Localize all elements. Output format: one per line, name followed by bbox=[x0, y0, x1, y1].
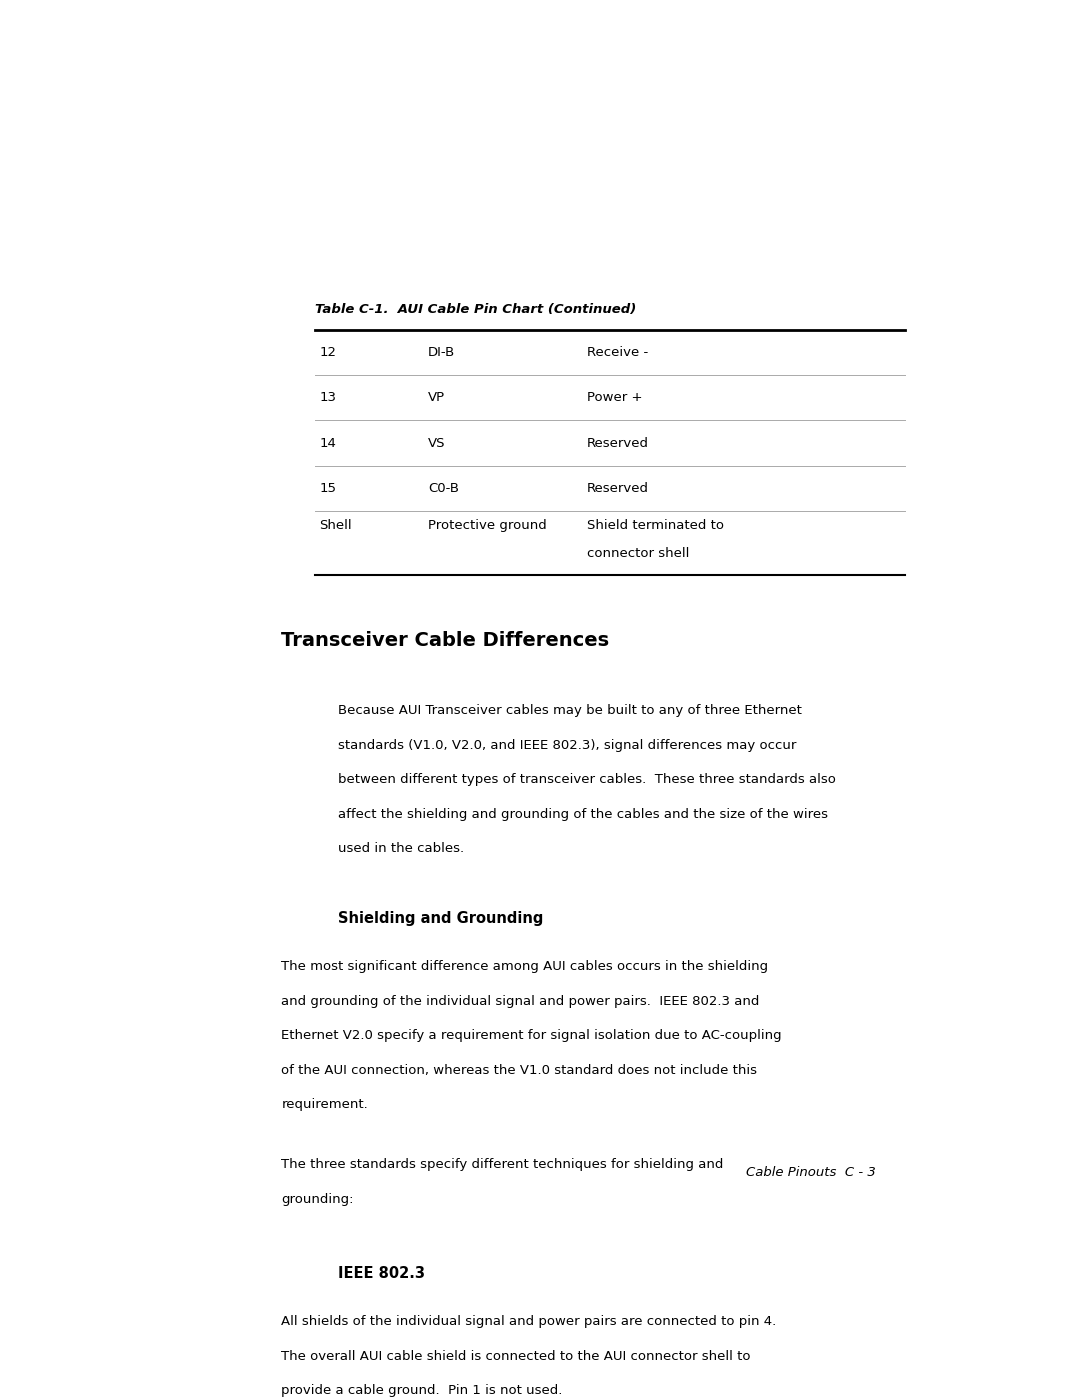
Text: used in the cables.: used in the cables. bbox=[338, 842, 464, 855]
Text: Power +: Power + bbox=[588, 391, 643, 404]
Text: Ethernet V2.0 specify a requirement for signal isolation due to AC-coupling: Ethernet V2.0 specify a requirement for … bbox=[282, 1030, 782, 1042]
Text: VP: VP bbox=[428, 391, 445, 404]
Text: Reserved: Reserved bbox=[588, 436, 649, 450]
Text: Transceiver Cable Differences: Transceiver Cable Differences bbox=[282, 631, 609, 650]
Text: IEEE 802.3: IEEE 802.3 bbox=[338, 1266, 426, 1281]
Text: Shielding and Grounding: Shielding and Grounding bbox=[338, 911, 543, 926]
Text: 15: 15 bbox=[320, 482, 336, 495]
Text: of the AUI connection, whereas the V1.0 standard does not include this: of the AUI connection, whereas the V1.0 … bbox=[282, 1063, 757, 1077]
Text: The overall AUI cable shield is connected to the AUI connector shell to: The overall AUI cable shield is connecte… bbox=[282, 1350, 751, 1363]
Text: 12: 12 bbox=[320, 346, 336, 359]
Text: Table C-1.  AUI Cable Pin Chart (Continued): Table C-1. AUI Cable Pin Chart (Continue… bbox=[315, 303, 636, 316]
Text: connector shell: connector shell bbox=[588, 548, 689, 560]
Text: and grounding of the individual signal and power pairs.  IEEE 802.3 and: and grounding of the individual signal a… bbox=[282, 995, 760, 1007]
Text: Shell: Shell bbox=[320, 520, 352, 532]
Text: affect the shielding and grounding of the cables and the size of the wires: affect the shielding and grounding of th… bbox=[338, 807, 828, 820]
Text: DI-B: DI-B bbox=[428, 346, 455, 359]
Text: The most significant difference among AUI cables occurs in the shielding: The most significant difference among AU… bbox=[282, 960, 769, 974]
Text: All shields of the individual signal and power pairs are connected to pin 4.: All shields of the individual signal and… bbox=[282, 1316, 777, 1329]
Text: Shield terminated to: Shield terminated to bbox=[588, 520, 724, 532]
Text: Because AUI Transceiver cables may be built to any of three Ethernet: Because AUI Transceiver cables may be bu… bbox=[338, 704, 802, 718]
Text: Reserved: Reserved bbox=[588, 482, 649, 495]
Text: 14: 14 bbox=[320, 436, 336, 450]
Text: Cable Pinouts  C - 3: Cable Pinouts C - 3 bbox=[746, 1165, 876, 1179]
Text: 13: 13 bbox=[320, 391, 336, 404]
Text: between different types of transceiver cables.  These three standards also: between different types of transceiver c… bbox=[338, 774, 836, 787]
Text: grounding:: grounding: bbox=[282, 1193, 354, 1206]
Text: provide a cable ground.  Pin 1 is not used.: provide a cable ground. Pin 1 is not use… bbox=[282, 1384, 563, 1397]
Text: requirement.: requirement. bbox=[282, 1098, 368, 1111]
Text: Protective ground: Protective ground bbox=[428, 520, 546, 532]
Text: VS: VS bbox=[428, 436, 445, 450]
Text: standards (V1.0, V2.0, and IEEE 802.3), signal differences may occur: standards (V1.0, V2.0, and IEEE 802.3), … bbox=[338, 739, 797, 752]
Text: Receive -: Receive - bbox=[588, 346, 648, 359]
Text: The three standards specify different techniques for shielding and: The three standards specify different te… bbox=[282, 1158, 724, 1171]
Text: C0-B: C0-B bbox=[428, 482, 459, 495]
